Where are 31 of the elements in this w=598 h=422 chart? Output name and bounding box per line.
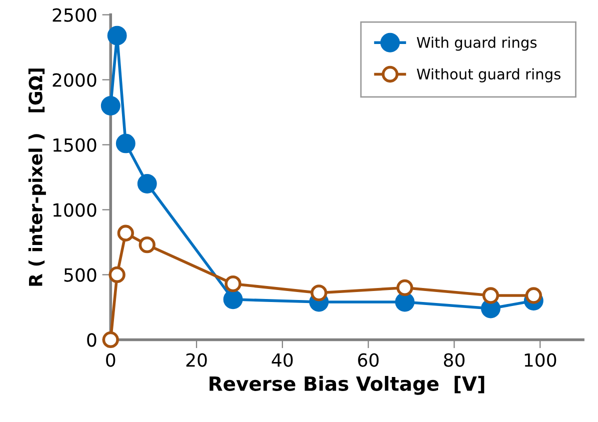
point — [482, 287, 500, 304]
point — [310, 284, 328, 302]
point — [137, 174, 157, 194]
x-tick-label: 0 — [106, 353, 116, 367]
point — [525, 287, 542, 304]
point — [395, 292, 415, 312]
point — [138, 236, 156, 254]
legend-label: With guard rings — [416, 36, 537, 51]
point — [100, 96, 120, 116]
x-tick-label: 80 — [444, 353, 464, 367]
point — [102, 331, 119, 348]
y-tick-label: 2500 — [52, 8, 96, 22]
x-tick-label: 100 — [524, 353, 556, 367]
point — [108, 266, 126, 284]
y-tick-label: 2000 — [52, 73, 96, 87]
point — [224, 275, 242, 292]
y-tick-label: 1000 — [53, 203, 96, 217]
x-tick-label: 60 — [358, 353, 379, 367]
x-tick-label: 20 — [186, 353, 207, 367]
x-tick-label: 40 — [272, 353, 293, 367]
x-axis-title: Reverse Bias Voltage [V] — [210, 376, 484, 395]
y-tick-label: 1500 — [53, 138, 96, 152]
point — [116, 134, 136, 154]
y-axis-title: R ( inter-pixel ) [GΩ] — [28, 68, 46, 286]
point — [107, 26, 127, 46]
y-tick-label: 0 — [87, 333, 96, 347]
y-tick-label: 500 — [64, 268, 96, 282]
legend-label: Without guard rings — [416, 68, 560, 82]
point — [117, 224, 134, 242]
point — [396, 279, 414, 296]
point — [223, 290, 243, 310]
